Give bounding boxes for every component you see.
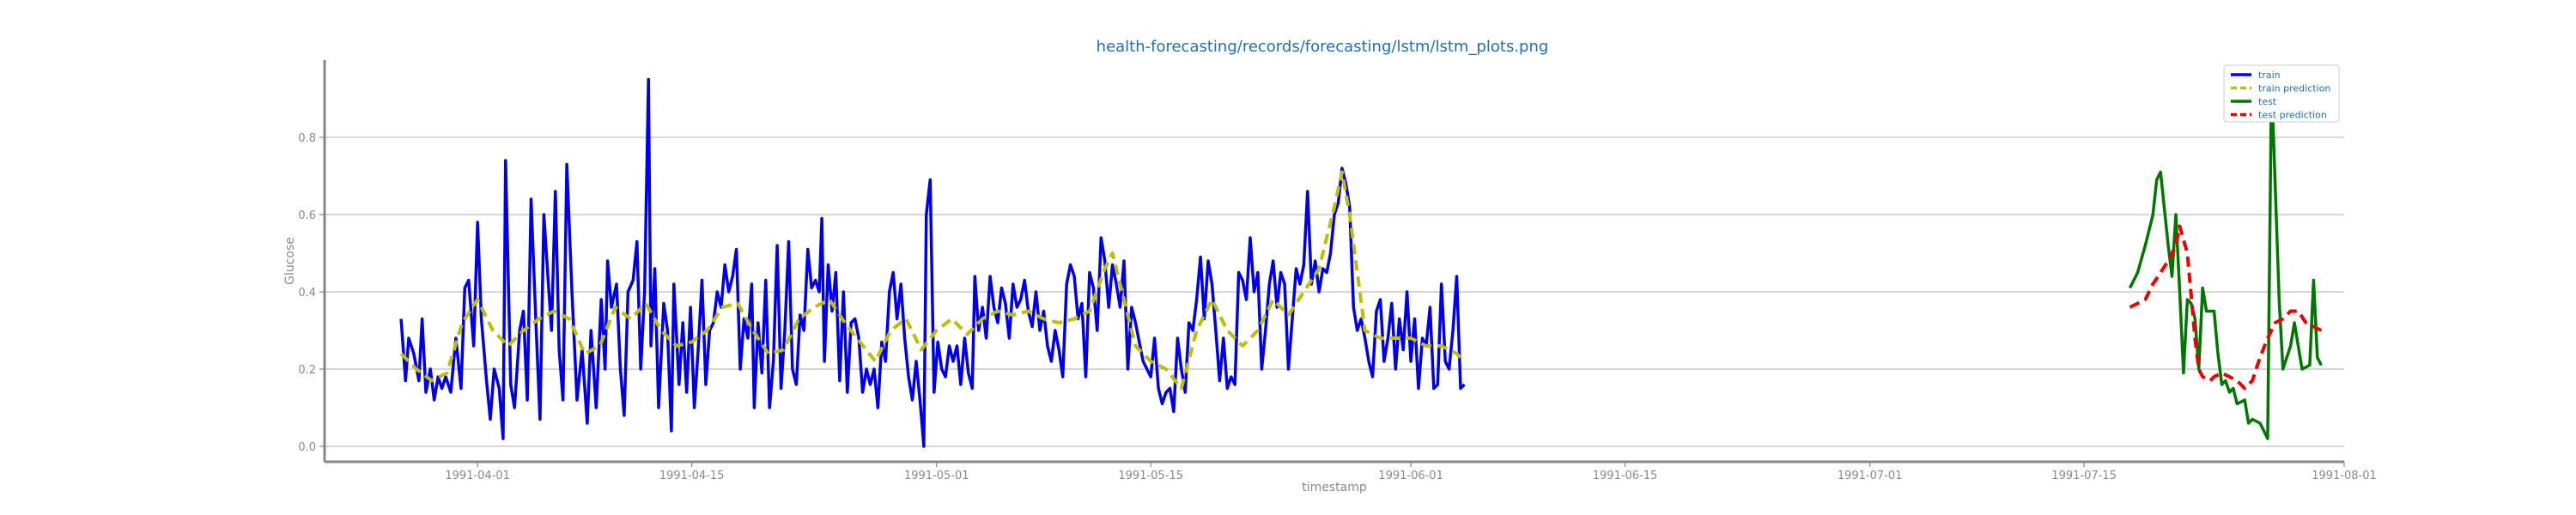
x-tick-label: 1991-05-15 xyxy=(1118,470,1183,482)
legend-box xyxy=(2223,64,2340,123)
y-axis-label: Glucose xyxy=(283,237,297,285)
legend-label-test: test xyxy=(2258,96,2277,107)
y-tick-label: 0.2 xyxy=(298,364,316,377)
y-tick-label: 0.4 xyxy=(298,287,316,300)
series-line-test xyxy=(2128,77,2323,440)
legend-label-train: train xyxy=(2258,70,2281,81)
x-tick-label: 1991-07-15 xyxy=(2051,470,2117,482)
x-tick-label: 1991-06-15 xyxy=(1593,470,1658,482)
y-tick-label: 0.8 xyxy=(298,132,316,145)
x-axis-label: timestamp xyxy=(1302,481,1367,494)
x-tick-label: 1991-08-01 xyxy=(2312,470,2377,482)
x-tick-label: 1991-04-01 xyxy=(445,470,510,482)
x-tick-label: 1991-07-01 xyxy=(1838,470,1903,482)
y-tick-label: 0.6 xyxy=(298,209,316,222)
y-tick-label: 0.0 xyxy=(298,441,316,454)
legend: train train prediction test test prediction xyxy=(2223,64,2340,123)
x-tick-label: 1991-06-01 xyxy=(1378,470,1443,482)
axes xyxy=(323,60,2344,464)
chart-title: health-forecasting/records/forecasting/l… xyxy=(1097,38,1549,56)
legend-label-test-prediction: test prediction xyxy=(2258,110,2327,121)
plot-series xyxy=(399,77,2323,448)
y-ticks: 0.0 0.2 0.4 0.6 0.8 xyxy=(298,132,325,454)
x-tick-label: 1991-05-01 xyxy=(904,470,969,482)
legend-label-train-prediction: train prediction xyxy=(2258,83,2330,94)
series-line-train xyxy=(399,77,1466,448)
x-ticks: 1991-04-01 1991-04-15 1991-05-01 1991-05-15… xyxy=(445,462,2377,482)
series-line-test-prediction xyxy=(2129,224,2323,391)
x-tick-label: 1991-04-15 xyxy=(659,470,725,482)
